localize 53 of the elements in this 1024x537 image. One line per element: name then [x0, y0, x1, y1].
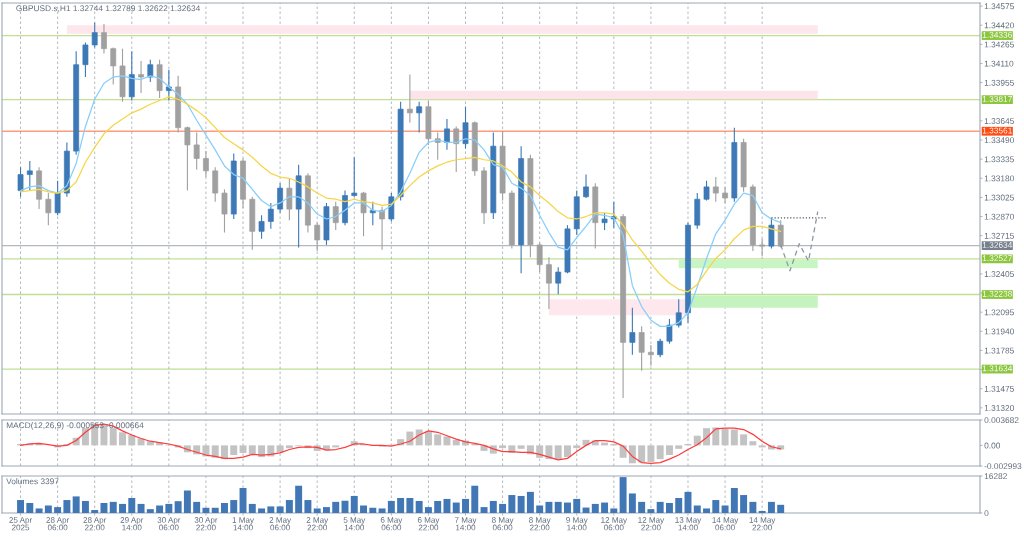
y-tick-label: 1.34265	[984, 41, 1014, 48]
y-tick-label: 1.32095	[984, 309, 1014, 316]
x-tick-label: 29 Apr 14:00	[120, 517, 144, 531]
x-tick-label: 8 May 22:00	[529, 517, 551, 531]
y-tick-label: 1.33490	[984, 137, 1014, 144]
x-tick-label: 9 May 14:00	[566, 517, 588, 531]
x-tick-label: 1 May 14:00	[232, 517, 254, 531]
y-tick-label: 1.33955	[984, 79, 1014, 86]
ref-line-label: 1.33561	[982, 127, 1012, 134]
y-tick-label: 0.003682	[984, 417, 1019, 424]
x-tick-label: 30 Apr 22:00	[194, 517, 218, 531]
x-tick-label: 6 May 22:00	[417, 517, 440, 531]
y-tick-label: 1.33335	[984, 156, 1014, 163]
y-tick-label: 1.32405	[984, 271, 1014, 278]
y-tick-label: 1.33180	[984, 175, 1014, 182]
y-tick-label: 1.31940	[984, 328, 1014, 335]
x-tick-label: 6 May 06:00	[380, 517, 403, 531]
y-tick-label: 1.34420	[984, 22, 1014, 29]
ref-line-label: 1.34336	[982, 31, 1012, 38]
y-tick-label: 1.33645	[984, 118, 1014, 124]
y-tick-label: 1.33025	[984, 194, 1014, 201]
x-tick-label: 2 May 06:00	[269, 517, 292, 531]
x-tick-label: 7 May 14:00	[454, 517, 477, 531]
y-tick-label: 16282	[984, 473, 1007, 480]
chart-title: GBPUSD.s,H1 1.32744 1.32789 1.32622 1.32634	[16, 5, 201, 13]
ref-line-label: 1.33817	[982, 95, 1012, 102]
y-tick-label: 1.32715	[984, 232, 1014, 239]
ref-line-label: 1.32634	[982, 241, 1013, 248]
y-tick-label: 1.31320	[984, 405, 1014, 411]
x-tick-label: 5 May 14:00	[343, 517, 366, 531]
ref-line-label: 1.32527	[982, 255, 1012, 262]
y-tick-label: 1.32870	[984, 213, 1014, 220]
x-tick-label: 30 Apr 06:00	[157, 517, 181, 531]
x-tick-label: 28 Apr 06:00	[46, 517, 70, 531]
y-tick-label: 1.31785	[984, 347, 1014, 354]
y-tick-label: 0	[984, 510, 989, 517]
x-tick-label: 14 May 06:00	[712, 517, 739, 531]
ref-line-label: 1.32238	[982, 290, 1012, 297]
y-tick-label: -0.002993	[984, 463, 1022, 470]
x-tick-label: 2 May 22:00	[306, 517, 329, 531]
x-tick-label: 12 May 22:00	[638, 517, 665, 531]
chart-title: Volumes 3397	[6, 478, 59, 485]
x-tick-label: 12 May 06:00	[601, 517, 628, 531]
x-tick-label: 13 May 14:00	[675, 517, 702, 531]
x-tick-label: 8 May 06:00	[491, 517, 514, 531]
y-tick-label: 1.31475	[984, 385, 1014, 392]
x-tick-label: 25 Apr 2025	[9, 517, 33, 531]
y-tick-label: 1.34110	[984, 60, 1014, 67]
x-tick-label: 28 Apr 22:00	[83, 517, 107, 531]
ref-line-label: 1.31634	[982, 365, 1013, 372]
y-tick-label: 1.34575	[984, 3, 1014, 10]
y-tick-label: 0.00	[984, 442, 1001, 449]
x-tick-label: 14 May 22:00	[749, 517, 776, 531]
